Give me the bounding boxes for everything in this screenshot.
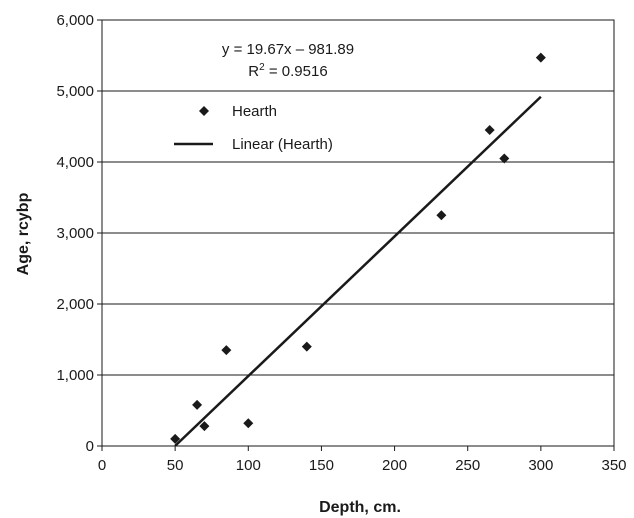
trendline xyxy=(174,95,542,447)
data-point xyxy=(170,433,181,444)
y-tick-label: 4,000 xyxy=(56,154,94,171)
y-tick-label: 3,000 xyxy=(56,225,94,242)
x-tick-label: 200 xyxy=(382,457,407,474)
y-tick-label: 0 xyxy=(86,438,94,455)
data-point xyxy=(484,125,495,136)
data-point xyxy=(192,399,203,410)
data-point xyxy=(535,52,546,63)
y-axis: 0 1,000 2,000 3,000 4,000 5,000 6,000 xyxy=(56,12,102,455)
data-point xyxy=(243,418,254,429)
x-axis-title: Depth, cm. xyxy=(319,499,401,516)
y-tick-label: 1,000 xyxy=(56,367,94,384)
x-tick-label: 350 xyxy=(601,457,626,474)
x-tick-label: 150 xyxy=(309,457,334,474)
legend-label-hearth: Hearth xyxy=(232,103,277,120)
x-tick-label: 300 xyxy=(528,457,553,474)
r-squared-value: = 0.9516 xyxy=(265,63,328,80)
legend: Hearth Linear (Hearth) xyxy=(174,103,333,153)
data-point xyxy=(499,153,510,164)
y-tick-label: 6,000 xyxy=(56,12,94,29)
x-tick-label: 250 xyxy=(455,457,480,474)
gridlines xyxy=(102,90,614,376)
y-tick-label: 5,000 xyxy=(56,83,94,100)
regression-equation: y = 19.67x – 981.89 xyxy=(222,41,354,58)
x-tick-label: 0 xyxy=(98,457,106,474)
r-squared-superscript: 2 xyxy=(259,62,265,73)
legend-label-linear-hearth: Linear (Hearth) xyxy=(232,136,333,153)
data-point xyxy=(221,345,232,356)
r-squared-prefix: R xyxy=(248,63,259,80)
data-point xyxy=(199,421,210,432)
x-tick-label: 100 xyxy=(236,457,261,474)
y-tick-label: 2,000 xyxy=(56,296,94,313)
y-axis-title: Age, rcybp xyxy=(15,192,32,275)
data-points xyxy=(170,52,546,444)
trendline-layer xyxy=(174,95,542,447)
x-tick-label: 50 xyxy=(167,457,184,474)
data-point xyxy=(301,341,312,352)
x-axis: 0 50 100 150 200 250 300 350 xyxy=(98,446,627,474)
r-squared-label: R2 = 0.9516 xyxy=(248,62,327,80)
data-point xyxy=(436,210,447,221)
legend-diamond-marker xyxy=(199,106,209,116)
